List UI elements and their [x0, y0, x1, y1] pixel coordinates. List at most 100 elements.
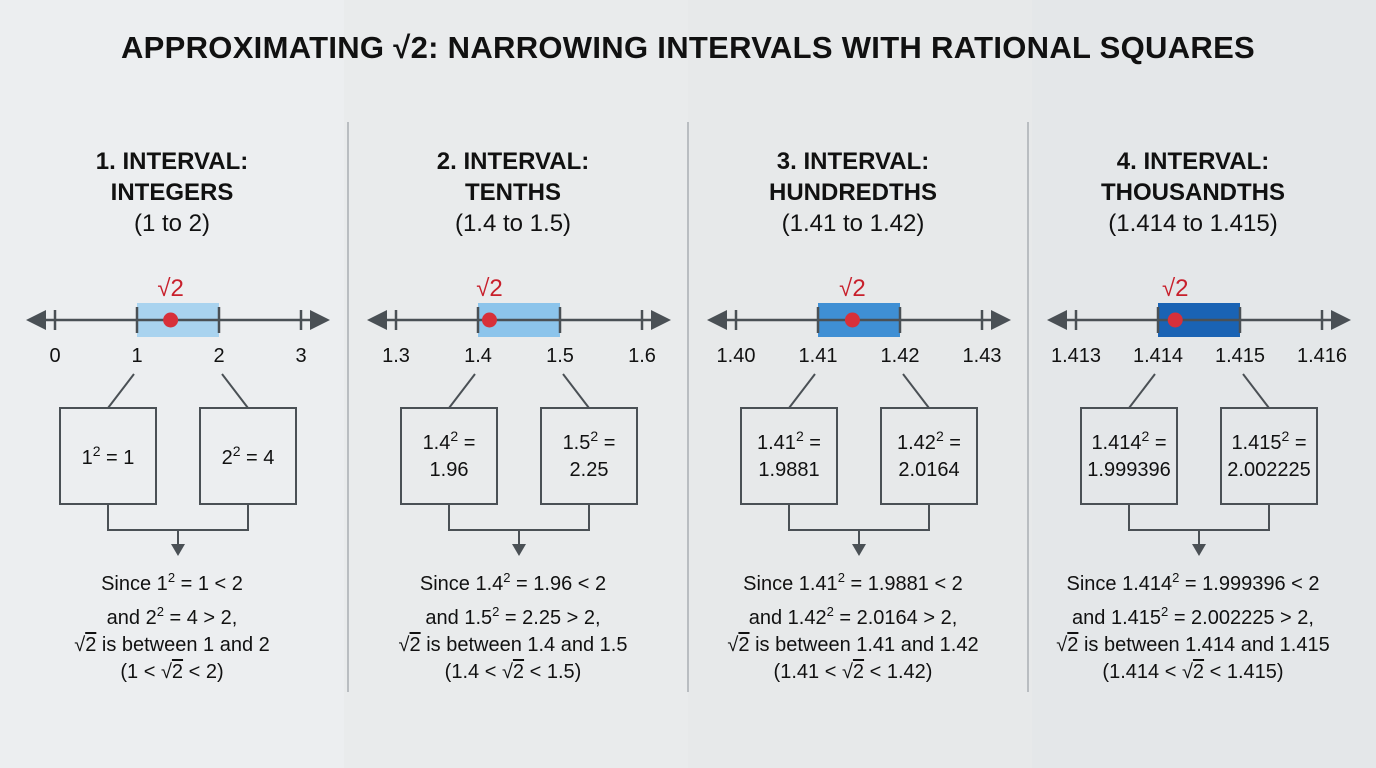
sqrt2-point: [844, 312, 860, 328]
panel-heading-line: 2. INTERVAL:: [436, 148, 590, 175]
conclusion-line: (1.414 < √2 < 1.415): [1102, 661, 1284, 683]
tick-label: 1.5: [546, 345, 574, 367]
sqrt2-label: √2: [1162, 275, 1189, 302]
panel-heading-line: 3. INTERVAL:: [776, 148, 930, 175]
panel-heading: 2. INTERVAL: TENTHS (1.4 to 1.5): [341, 146, 685, 239]
panel-heading-line: 1. INTERVAL:: [95, 148, 249, 175]
panel-heading-line: 4. INTERVAL:: [1116, 148, 1270, 175]
panel-divider: [1027, 122, 1029, 692]
panel-divider: [347, 122, 349, 692]
conclusion-line: Since 12 = 1 < 2: [101, 570, 243, 595]
down-arrow-icon: [512, 544, 526, 556]
interval-panel-1: 1. INTERVAL: INTEGERS (1 to 2) 0 1 2 3 √2 12 = 1…: [0, 0, 344, 768]
conclusion-text: Since 1.42 = 1.96 < 2 and 1.52 = 2.25 > 2…: [341, 564, 685, 686]
connector-line: [448, 373, 476, 409]
conclusion-line: and 1.4152 = 2.002225 > 2,: [1072, 604, 1314, 629]
sqrt2-point: [1167, 312, 1183, 328]
square-value: 22 = 4: [222, 443, 275, 469]
square-value: 1.422 =: [897, 428, 961, 454]
tick-label: 1.42: [881, 345, 920, 367]
bracket-line: [107, 504, 249, 531]
conclusion-line: and 1.52 = 2.25 > 2,: [425, 604, 601, 629]
connector-line: [221, 373, 249, 409]
tick-label: 3: [295, 345, 306, 367]
left-arrow-icon: [367, 310, 387, 330]
left-arrow-icon: [707, 310, 727, 330]
conclusion-line: and 22 = 4 > 2,: [106, 604, 238, 629]
square-value: 1.96: [430, 459, 469, 481]
connector-line: [788, 373, 816, 409]
tick-label: 1.3: [382, 345, 410, 367]
conclusion-line: (1.4 < √2 < 1.5): [444, 661, 582, 683]
conclusion-line: and 1.422 = 2.0164 > 2,: [748, 604, 958, 629]
square-value: 2.0164: [898, 459, 959, 481]
down-arrow-icon: [852, 544, 866, 556]
conclusion-line: Since 1.42 = 1.96 < 2: [419, 570, 607, 595]
conclusion-line: √2 is between 1 and 2: [74, 634, 270, 656]
sqrt2-label: √2: [157, 275, 184, 302]
square-value: 2.002225: [1227, 459, 1310, 481]
left-arrow-icon: [26, 310, 46, 330]
connector-line: [107, 373, 135, 409]
panel-heading: 4. INTERVAL: THOUSANDTHS (1.414 to 1.415): [1021, 146, 1365, 239]
square-value: 12 = 1: [82, 443, 135, 469]
conclusion-text: Since 1.412 = 1.9881 < 2 and 1.422 = 2.01…: [681, 564, 1025, 686]
number-line-diagram: 0 1 2 3 √2 12 = 1 22 = 4: [26, 275, 330, 556]
right-arrow-icon: [991, 310, 1011, 330]
connector-line: [902, 373, 930, 409]
tick-label: 1.416: [1297, 345, 1347, 367]
conclusion-line: (1 < √2 < 2): [120, 661, 224, 683]
tick-label: 1.415: [1215, 345, 1265, 367]
page-title: APPROXIMATING √2: NARROWING INTERVALS WI…: [120, 30, 1256, 65]
square-value: 2.25: [570, 459, 609, 481]
tick-label: 1.414: [1133, 345, 1183, 367]
lower-square-box: [1080, 407, 1178, 505]
left-arrow-icon: [1047, 310, 1067, 330]
interval-panel-3: 3. INTERVAL: HUNDREDTHS (1.41 to 1.42) 1.40…: [681, 0, 1025, 768]
interval-panel-4: 4. INTERVAL: THOUSANDTHS (1.414 to 1.415) 1…: [1021, 0, 1365, 768]
lower-square-box: [400, 407, 498, 505]
conclusion-text: Since 12 = 1 < 2 and 22 = 4 > 2, √2 is bet…: [0, 564, 344, 686]
conclusion-line: √2 is between 1.4 and 1.5: [398, 634, 628, 656]
conclusion-line: Since 1.412 = 1.9881 < 2: [743, 570, 963, 595]
tick-label: 0: [49, 345, 60, 367]
panel-heading-line: (1 to 2): [133, 210, 211, 237]
number-line-diagram: 1.3 1.4 1.5 1.6 √2 1.42 = 1.96 1.52 = 2.25: [367, 275, 671, 556]
sqrt2-point: [481, 312, 497, 328]
number-line-diagram: 1.413 1.414 1.415 1.416 √2 1.4142 = 1.999396 1.…: [1047, 275, 1351, 556]
lower-square-box: [740, 407, 838, 505]
panel-heading-line: (1.41 to 1.42): [781, 210, 925, 237]
tick-label: 2: [213, 345, 224, 367]
square-value: 1.42 =: [423, 428, 476, 454]
square-value: 1.999396: [1087, 459, 1170, 481]
tick-label: 1: [131, 345, 142, 367]
upper-square-box: [1220, 407, 1318, 505]
panel-heading-line: TENTHS: [465, 179, 561, 206]
square-value: 1.4142 =: [1091, 428, 1166, 454]
panel-heading-line: INTEGERS: [110, 179, 234, 206]
tick-label: 1.40: [717, 345, 756, 367]
right-arrow-icon: [651, 310, 671, 330]
tick-label: 1.6: [628, 345, 656, 367]
square-value: 1.52 =: [563, 428, 616, 454]
tick-label: 1.43: [963, 345, 1002, 367]
panel-divider: [687, 122, 689, 692]
sqrt2-point: [163, 312, 179, 328]
conclusion-line: √2 is between 1.414 and 1.415: [1056, 634, 1330, 656]
panel-heading-line: HUNDREDTHS: [769, 179, 937, 206]
tick-label: 1.413: [1051, 345, 1101, 367]
bracket-line: [1128, 504, 1270, 531]
right-arrow-icon: [1331, 310, 1351, 330]
bracket-line: [448, 504, 590, 531]
number-line-diagram: 1.40 1.41 1.42 1.43 √2 1.412 = 1.9881 1.422 = 2.…: [707, 275, 1011, 556]
upper-square-box: [540, 407, 638, 505]
tick-label: 1.41: [799, 345, 838, 367]
conclusion-text: Since 1.4142 = 1.999396 < 2 and 1.4152 = …: [1021, 564, 1365, 686]
square-value: 1.412 =: [757, 428, 821, 454]
down-arrow-icon: [171, 544, 185, 556]
square-value: 1.9881: [758, 459, 819, 481]
panel-heading-line: (1.414 to 1.415): [1108, 210, 1278, 237]
panel-heading: 1. INTERVAL: INTEGERS (1 to 2): [0, 146, 344, 239]
bracket-line: [788, 504, 930, 531]
upper-square-box: [880, 407, 978, 505]
